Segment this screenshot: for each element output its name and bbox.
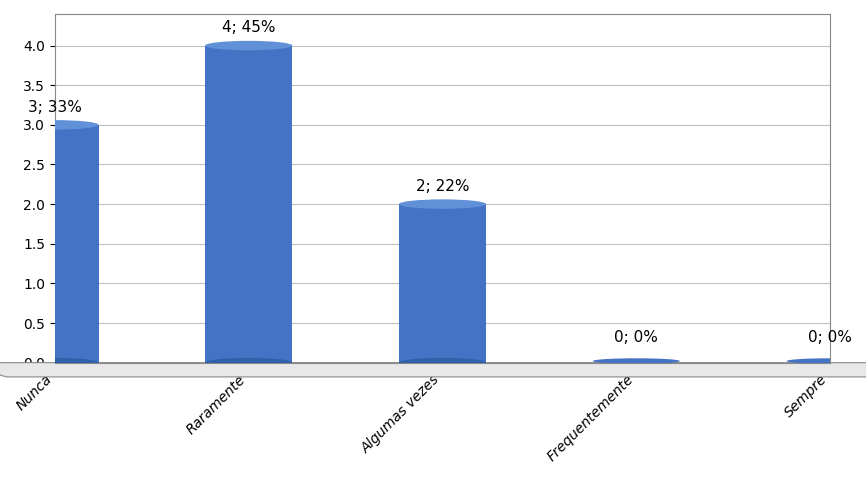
Ellipse shape: [11, 120, 99, 130]
Ellipse shape: [11, 358, 99, 368]
Ellipse shape: [205, 358, 293, 368]
Ellipse shape: [399, 199, 486, 209]
Text: 0; 0%: 0; 0%: [808, 330, 852, 345]
FancyBboxPatch shape: [11, 125, 99, 363]
FancyBboxPatch shape: [205, 45, 293, 363]
Polygon shape: [0, 363, 866, 377]
Ellipse shape: [592, 358, 680, 364]
Text: 0; 0%: 0; 0%: [614, 330, 658, 345]
Ellipse shape: [399, 358, 486, 368]
Ellipse shape: [205, 41, 293, 50]
Text: 2; 22%: 2; 22%: [416, 179, 469, 194]
Text: 4; 45%: 4; 45%: [222, 20, 275, 35]
Ellipse shape: [786, 358, 866, 364]
FancyBboxPatch shape: [399, 204, 486, 363]
Text: 3; 33%: 3; 33%: [28, 99, 82, 115]
